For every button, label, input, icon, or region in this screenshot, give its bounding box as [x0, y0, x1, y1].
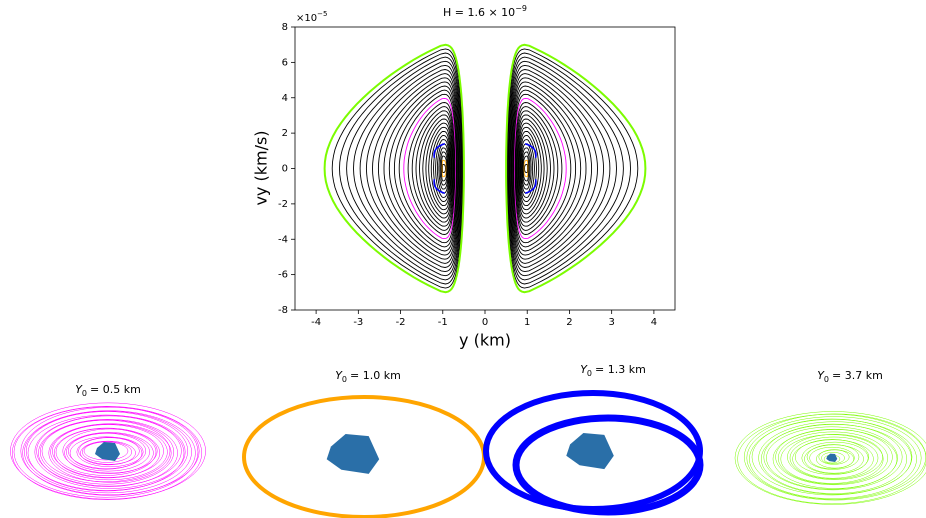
y-tick-label: -2: [278, 199, 288, 210]
asteroid: [826, 454, 837, 462]
y-tick-label: 6: [282, 57, 288, 68]
y-axis-label: vy (km/s): [252, 130, 271, 205]
y-tick-label: -6: [278, 270, 288, 281]
asteroid: [566, 433, 614, 469]
x-tick-label: -4: [311, 317, 321, 328]
panel-title: Y0= 1.0 km: [335, 369, 401, 384]
y-offset-base: ×10: [296, 13, 317, 24]
section-curves: [325, 45, 646, 292]
x-tick-label: 0: [482, 317, 488, 328]
chart-title: H = 1.6 × 10−9: [443, 4, 527, 20]
orbit: [516, 418, 700, 512]
x-tick-label: -3: [353, 317, 363, 328]
panel-title-text: = 1.0 km: [350, 369, 401, 382]
title-exponent: −9: [515, 4, 527, 13]
panel-title-subscript: 0: [824, 375, 829, 384]
title-base: H = 1.6 × 10: [443, 6, 515, 19]
y-tick-label: -8: [278, 305, 288, 316]
panel-title-text: = 0.5 km: [90, 383, 141, 396]
panel-title: Y0= 3.7 km: [817, 369, 883, 384]
y-tick-label: 4: [282, 93, 288, 104]
y-tick-label: 2: [282, 128, 288, 139]
page: {"chart_data": {"type": "poincare-sectio…: [0, 0, 926, 518]
y-tick-label: 0: [282, 164, 288, 175]
x-tick-label: 2: [566, 317, 572, 328]
x-tick-label: 1: [524, 317, 530, 328]
panel-title-text: = 1.3 km: [595, 363, 646, 376]
section-curve: [525, 164, 528, 172]
y-offset: ×10−5: [296, 10, 327, 24]
y-offset-exponent: −5: [317, 10, 327, 18]
panel-title-subscript: 0: [82, 389, 87, 398]
y-tick-label: -4: [278, 234, 288, 245]
orbit-panels: Y0= 0.5 km Y0= 1.0 km Y0= 1.3 km Y0= 3.7 km: [10, 363, 926, 517]
x-tick-label: 3: [608, 317, 614, 328]
panel-title-subscript: 0: [587, 369, 592, 378]
x-tick-label: 4: [651, 317, 657, 328]
asteroid: [95, 442, 120, 461]
plot-frame: [295, 27, 675, 310]
x-tick-label: -2: [396, 317, 406, 328]
panel-title-text: = 3.7 km: [832, 369, 883, 382]
panel-title: Y0= 0.5 km: [75, 383, 141, 398]
y-tick-label: 8: [282, 22, 288, 33]
panel-title: Y0= 1.3 km: [580, 363, 646, 378]
figure: H = 1.6 × 10−9 ×10−5 y (km) vy (km/s) Y0…: [0, 0, 926, 518]
asteroid: [327, 434, 380, 474]
x-axis-label: y (km): [459, 331, 511, 350]
x-tick-label: -1: [438, 317, 448, 328]
section-curve: [443, 164, 446, 172]
panel-title-subscript: 0: [342, 375, 347, 384]
